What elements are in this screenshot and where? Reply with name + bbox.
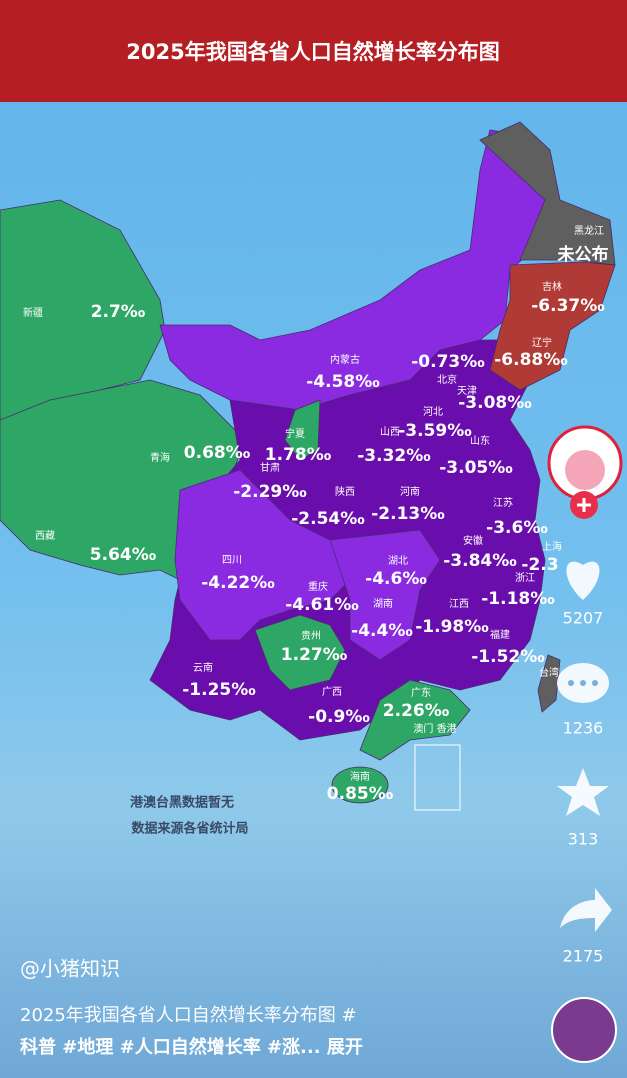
region-name: 辽宁 — [532, 336, 552, 349]
region-value: -3.32‰ — [357, 446, 431, 466]
region-name: 福建 — [490, 628, 510, 641]
region-value: -3.59‰ — [398, 421, 472, 441]
region-name: 陕西 — [335, 485, 355, 498]
region-value: 2.7‰ — [91, 302, 146, 322]
region-value: -4.58‰ — [306, 372, 380, 392]
region-name: 河南 — [400, 485, 420, 498]
region-value: -3.05‰ — [439, 458, 513, 478]
region-shape — [479, 121, 616, 266]
region-name: 黑龙江 — [574, 224, 604, 237]
region-name: 湖北 — [388, 555, 408, 567]
region-name: 云南 — [193, 661, 213, 674]
region-value: 2.26‰ — [383, 701, 450, 721]
region-value: -0.9‰ — [308, 707, 370, 727]
region-name: 北京 — [437, 373, 457, 386]
region-name: 西藏 — [35, 530, 55, 542]
region-name: 吉林 — [542, 280, 562, 293]
region-value: 0.68‰ — [184, 443, 251, 463]
region-value: -1.52‰ — [471, 647, 545, 667]
region-name: 安徽 — [463, 534, 483, 547]
plus-icon — [577, 498, 591, 512]
region-value: -1.18‰ — [481, 589, 555, 609]
region-value: -4.22‰ — [201, 573, 275, 593]
inset-box — [414, 744, 461, 811]
region-value: -2.54‰ — [291, 509, 365, 529]
region-name: 澳门 香港 — [413, 722, 456, 735]
title: 2025年我国各省人口自然增长率分布图 — [126, 40, 499, 64]
region-name: 广东 — [411, 686, 431, 699]
region-name: 上海 — [542, 540, 562, 553]
region-value: 0.85‰ — [327, 784, 394, 804]
favorite-button[interactable] — [557, 768, 609, 816]
region-shape — [537, 654, 561, 713]
region-shape — [489, 261, 616, 391]
region-value: 1.78‰ — [265, 445, 332, 465]
region-name: 四川 — [222, 555, 242, 566]
region-shape — [359, 679, 471, 761]
region-value: -6.88‰ — [494, 350, 568, 370]
avatar-art — [565, 450, 605, 490]
music-disc[interactable] — [551, 997, 617, 1063]
region-value: -3.08‰ — [458, 393, 532, 413]
region-value: -2.29‰ — [233, 482, 307, 502]
like-button[interactable] — [566, 561, 600, 600]
region-value: -2.13‰ — [371, 504, 445, 524]
region-name: 宁夏 — [285, 427, 305, 440]
header-bar — [0, 0, 627, 102]
region-name: 甘肃 — [260, 461, 280, 474]
region-name: 新疆 — [23, 306, 43, 319]
region-value: -4.6‰ — [365, 569, 427, 589]
region-name: 山东 — [470, 434, 490, 447]
region-shape — [284, 399, 321, 461]
region-name: 内蒙古 — [330, 353, 360, 366]
map-shapes — [0, 121, 616, 804]
region-value: -3.84‰ — [443, 551, 517, 571]
region-value: -3.6‰ — [486, 518, 548, 538]
favorite-count: 313 — [568, 830, 599, 849]
region-value: -1.98‰ — [415, 617, 489, 637]
region-name: 台湾 — [539, 666, 559, 679]
region-shape — [254, 614, 346, 691]
region-shape — [329, 529, 441, 661]
region-value: 1.27‰ — [281, 645, 348, 665]
region-name: 湖南 — [373, 597, 393, 610]
region-value: -6.37‰ — [531, 296, 605, 316]
region-name: 广西 — [322, 686, 342, 698]
author-name[interactable]: @小猪知识 — [20, 957, 120, 981]
region-value: -4.4‰ — [351, 621, 413, 641]
region-value: -1.25‰ — [182, 680, 256, 700]
region-name: 山西 — [380, 426, 400, 438]
region-name: 海南 — [350, 770, 370, 783]
region-value: -4.61‰ — [285, 595, 359, 615]
region-name: 江苏 — [493, 496, 513, 509]
region-value: 5.64‰ — [90, 545, 157, 565]
region-name: 青海 — [150, 451, 170, 464]
region-name: 浙江 — [515, 572, 535, 584]
note: 港澳台黑数据暂无 — [130, 795, 234, 811]
share-button[interactable] — [560, 888, 612, 932]
region-name: 贵州 — [301, 629, 321, 642]
note: 数据来源各省统计局 — [131, 821, 248, 837]
like-count: 5207 — [563, 609, 604, 628]
region-value: 未公布 — [557, 244, 609, 265]
region-labels: 新疆 2.7‰ 青海 0.68‰ 西藏 5.64‰ 内蒙古 -4.58‰ 宁夏 1.78‰甘肃 -2… — [23, 224, 609, 804]
region-name: 江西 — [449, 598, 469, 610]
region-value: -2.3 — [521, 555, 558, 575]
region-shape — [174, 469, 351, 641]
share-count: 2175 — [563, 947, 604, 966]
caption: 2025年我国各省人口自然增长率分布图 # — [20, 1005, 357, 1026]
caption[interactable]: 科普 #地理 #人口自然增长率 #涨... 展开 — [20, 1036, 363, 1058]
comment-count: 1236 — [563, 719, 604, 738]
region-name: 河北 — [423, 406, 443, 418]
region-value: -0.73‰ — [411, 352, 485, 372]
region-name: 重庆 — [308, 580, 328, 593]
region-shape — [331, 766, 389, 804]
region-name: 天津 — [457, 385, 477, 397]
